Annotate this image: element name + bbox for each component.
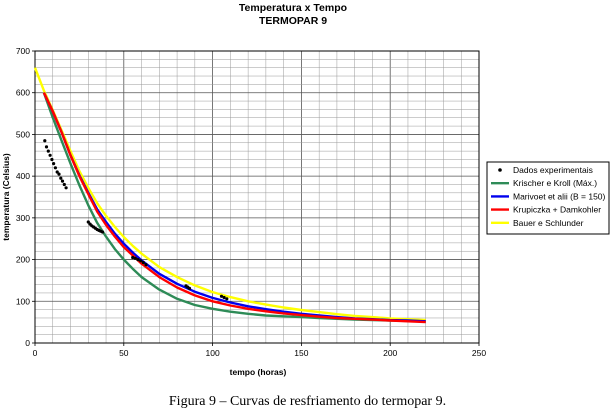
y-tick-label: 0 <box>25 338 30 348</box>
data-point <box>144 263 148 267</box>
data-point <box>55 170 59 174</box>
y-tick-label: 200 <box>16 255 30 265</box>
data-point <box>219 294 224 298</box>
legend-label-4: Bauer e Schlunder <box>513 218 584 228</box>
data-point <box>225 297 229 301</box>
data-point <box>62 182 66 187</box>
data-point <box>141 260 145 265</box>
data-point <box>60 179 65 183</box>
x-axis-title: tempo (horas) <box>230 367 287 377</box>
legend: Dados experimentais Krischer e Kroll (Máx… <box>486 161 610 235</box>
data-point <box>131 255 135 260</box>
data-point <box>64 186 68 190</box>
series-lines <box>33 67 426 324</box>
x-tick-label: 250 <box>472 348 486 358</box>
series-line-3 <box>42 92 426 324</box>
figure-caption: Figura 9 – Curvas de resfriamento do ter… <box>168 394 447 409</box>
x-tick-label: 150 <box>294 348 308 358</box>
data-point <box>53 166 58 170</box>
plot-grid <box>34 50 480 344</box>
y-axis-title: temperatura (Celsius) <box>1 153 11 241</box>
plot-area <box>34 50 480 344</box>
chart-title: Temperatura x Tempo <box>239 2 347 14</box>
y-tick-label: 600 <box>16 88 30 98</box>
data-point <box>57 172 61 176</box>
data-point <box>48 153 52 157</box>
data-point <box>136 258 140 262</box>
data-point <box>133 256 137 260</box>
legend-label-1: Krischer e Kroll (Máx.) <box>513 178 597 188</box>
y-tick-label: 300 <box>16 213 30 223</box>
data-point <box>43 139 47 143</box>
data-point <box>50 157 54 162</box>
x-tick-label: 200 <box>383 348 397 358</box>
y-tick-label: 700 <box>16 46 30 56</box>
x-tick-label: 0 <box>33 348 38 358</box>
data-point <box>44 145 49 149</box>
data-point <box>86 220 90 224</box>
experimental-points <box>43 139 229 301</box>
chart-subtitle: TERMOPAR 9 <box>259 15 327 27</box>
legend-marker-0 <box>498 168 502 172</box>
data-point <box>100 230 105 234</box>
y-axis-ticks: 0 100 200 300 400 500 600 700 <box>16 46 35 348</box>
legend-label-2: Marivoet et alii (B = 150) <box>513 191 606 201</box>
data-point <box>139 259 143 263</box>
series-line-4 <box>33 67 426 322</box>
x-axis-ticks: 0 50 100 150 200 250 <box>33 343 486 358</box>
data-point <box>222 295 226 300</box>
legend-label-3: Krupiczka + Damkohler <box>513 205 601 215</box>
y-tick-label: 400 <box>16 171 30 181</box>
x-tick-label: 100 <box>206 348 220 358</box>
data-point <box>59 176 63 180</box>
data-point <box>46 149 50 153</box>
legend-label-0: Dados experimentais <box>513 165 593 175</box>
x-tick-label: 50 <box>119 348 129 358</box>
y-tick-label: 500 <box>16 129 30 139</box>
data-point <box>52 162 56 166</box>
data-point <box>187 286 192 290</box>
y-tick-label: 100 <box>16 296 30 306</box>
